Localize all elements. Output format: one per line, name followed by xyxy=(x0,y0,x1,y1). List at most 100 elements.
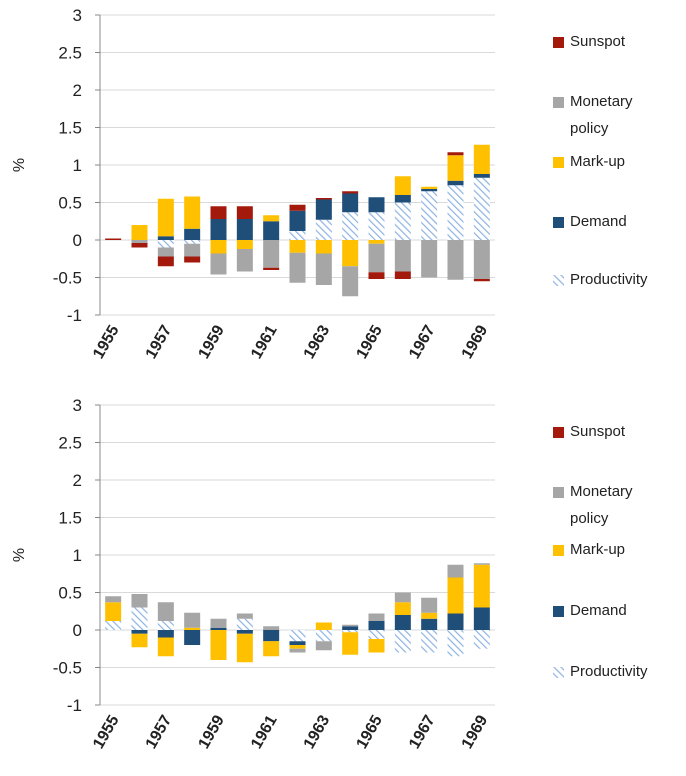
bar-segment xyxy=(394,592,411,603)
bar-segment xyxy=(447,577,464,614)
y-tick-label: 3 xyxy=(73,6,82,25)
bar-segment xyxy=(342,626,359,630)
bar-segment xyxy=(342,624,359,627)
bar-segment xyxy=(289,641,306,645)
bar-segment xyxy=(394,615,411,630)
bar-segment xyxy=(236,613,253,619)
bar-segment xyxy=(105,596,122,603)
bar-segment xyxy=(157,602,174,621)
bar-segment xyxy=(421,597,438,613)
bar-segment xyxy=(289,210,306,231)
legend-label: Demand xyxy=(570,213,627,230)
bar-segment xyxy=(289,240,306,253)
bar-segment xyxy=(131,630,148,634)
legend-item: Mark-up xyxy=(553,541,683,563)
bar-segment xyxy=(184,243,201,257)
legend-label: Monetary policy xyxy=(570,93,633,137)
bar-segment xyxy=(473,563,490,565)
x-tick-label: 1959 xyxy=(195,322,228,361)
bar-segment xyxy=(263,626,280,630)
bar-segment xyxy=(157,256,174,267)
legend-item: Monetary policy xyxy=(553,93,683,142)
bar-segment xyxy=(447,185,464,240)
bar-segment xyxy=(447,240,464,280)
x-tick-label: 1969 xyxy=(459,712,492,751)
bar-segment xyxy=(342,193,359,213)
bar-segment xyxy=(394,195,411,203)
bar-segment xyxy=(394,176,411,195)
bar-segment xyxy=(342,266,359,297)
bar-segment xyxy=(315,219,332,240)
legend-swatch xyxy=(553,157,564,168)
bar-segment xyxy=(315,198,332,200)
bar-segment xyxy=(236,618,253,630)
y-tick-label: 2.5 xyxy=(58,44,82,63)
bar-segment xyxy=(473,177,490,240)
legend-label: Monetary policy xyxy=(570,483,633,527)
y-tick-label: 0 xyxy=(73,621,82,640)
bar-segment xyxy=(184,240,201,244)
bar-segment xyxy=(263,240,280,268)
bar-segment xyxy=(473,144,490,174)
bar-segment xyxy=(368,630,385,639)
legend-swatch xyxy=(553,37,564,48)
bar-segment xyxy=(131,243,148,248)
bar-segment xyxy=(421,612,438,619)
bar-segment xyxy=(315,253,332,285)
bar-segment xyxy=(131,594,148,608)
legend-item: Productivity xyxy=(553,271,683,293)
y-tick-label: 0 xyxy=(73,231,82,250)
bar-segment xyxy=(315,630,332,642)
bar-segment xyxy=(421,189,438,192)
bar-segment xyxy=(105,602,122,621)
legend-item: Demand xyxy=(553,602,683,624)
x-tick-label: 1961 xyxy=(248,712,281,751)
bar-segment xyxy=(131,633,148,648)
legend-swatch xyxy=(553,667,564,678)
legend-item: Demand xyxy=(553,213,683,235)
bar-segment xyxy=(289,204,306,211)
legend-swatch xyxy=(553,97,564,108)
bar-segment xyxy=(473,564,490,608)
bar-segment xyxy=(210,627,227,630)
bar-segment xyxy=(210,630,227,660)
y-tick-label: 0.5 xyxy=(58,194,82,213)
bar-segment xyxy=(184,612,201,628)
bar-segment xyxy=(421,630,438,653)
bar-segment xyxy=(447,180,464,186)
bar-segment xyxy=(263,221,280,240)
y-tick-label: -0.5 xyxy=(53,269,82,288)
x-tick-label: 1963 xyxy=(301,712,334,751)
bar-segment xyxy=(447,564,464,578)
legend-item: Productivity xyxy=(553,663,683,685)
x-tick-label: 1959 xyxy=(195,712,228,751)
bar-segment xyxy=(394,271,411,279)
bar-segment xyxy=(236,249,253,272)
bar-segment xyxy=(184,627,201,630)
y-tick-label: 3 xyxy=(73,396,82,415)
y-axis-label: % xyxy=(11,158,28,172)
legend-item: Sunspot xyxy=(553,423,683,445)
bar-segment xyxy=(473,630,490,649)
bar-segment xyxy=(394,630,411,653)
bar-segment xyxy=(473,607,490,630)
bar-segment xyxy=(289,645,306,649)
legend-swatch xyxy=(553,487,564,498)
bar-segment xyxy=(368,621,385,630)
bar-segment xyxy=(263,267,280,270)
legend-label: Productivity xyxy=(570,271,648,288)
bar-segment xyxy=(263,641,280,657)
x-tick-label: 1969 xyxy=(459,322,492,361)
legend-item: Mark-up xyxy=(553,153,683,175)
bar-segment xyxy=(368,272,385,279)
bar-segment xyxy=(131,607,148,630)
bar-segment xyxy=(105,238,122,240)
legend-item: Sunspot xyxy=(553,33,683,55)
bar-segment xyxy=(473,240,490,279)
y-tick-label: -0.5 xyxy=(53,659,82,678)
y-tick-label: 2 xyxy=(73,471,82,490)
y-tick-label: 2.5 xyxy=(58,434,82,453)
x-tick-label: 1955 xyxy=(90,322,123,361)
legend-label: Mark-up xyxy=(570,153,626,170)
